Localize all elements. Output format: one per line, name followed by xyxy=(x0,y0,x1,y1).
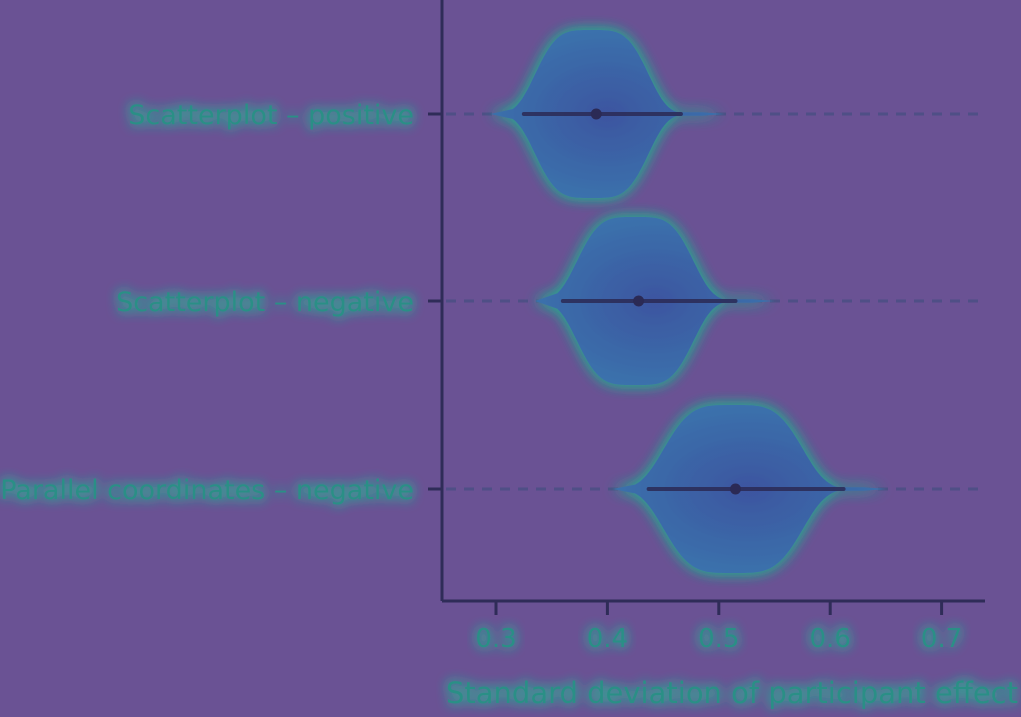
intervals xyxy=(521,108,846,495)
y-tick-label: Scatterplot – negative xyxy=(116,287,414,318)
x-tick-label: 0.6 xyxy=(810,624,851,654)
x-axis-label: Standard deviation of participant effect xyxy=(446,676,1018,710)
x-tick-label: 0.5 xyxy=(698,624,739,654)
x-tick-label: 0.4 xyxy=(587,624,628,654)
median-point xyxy=(633,295,645,307)
median-point xyxy=(730,483,742,495)
y-tick-label: Parallel coordinates – negative xyxy=(0,475,414,506)
x-tick-label: 0.3 xyxy=(475,624,516,654)
x-ticks: 0.3 0.4 0.5 0.6 0.7 xyxy=(475,601,962,654)
x-tick-label: 0.7 xyxy=(921,624,962,654)
y-tick-label: Scatterplot – positive xyxy=(128,100,414,131)
median-point xyxy=(590,108,602,120)
y-ticks: Scatterplot – positive Scatterplot – nega… xyxy=(0,100,442,506)
